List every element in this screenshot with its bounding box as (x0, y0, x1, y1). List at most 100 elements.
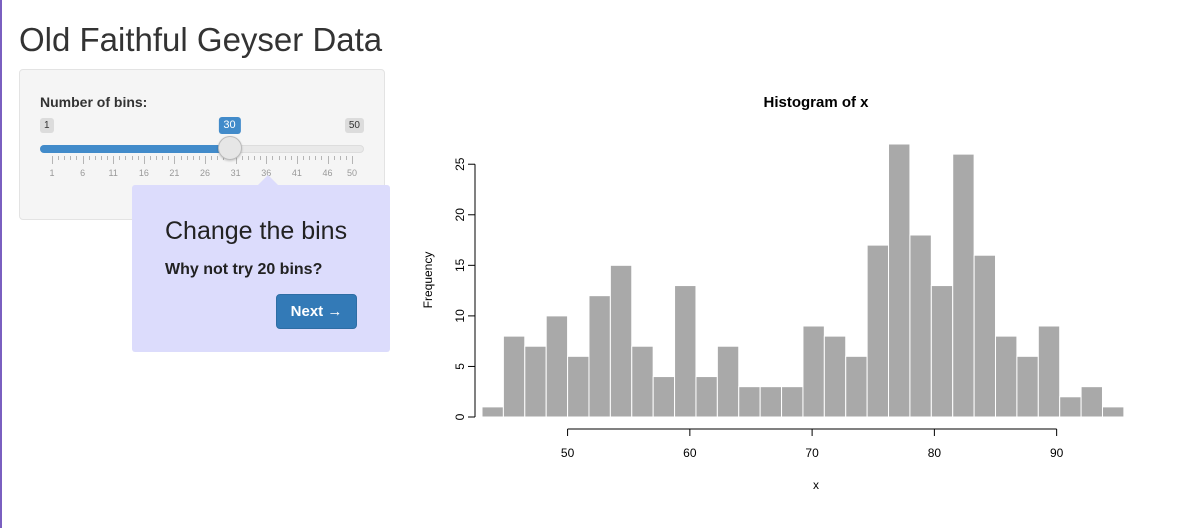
popover-body: Why not try 20 bins? (165, 261, 323, 278)
slider-tick (174, 156, 176, 164)
slider-max-badge: 50 (344, 118, 364, 133)
slider-tick (327, 156, 329, 164)
histogram-bar (952, 153, 975, 418)
slider-tick (113, 156, 115, 164)
slider-tick (266, 156, 268, 164)
slider-tick (272, 156, 274, 160)
slider-tick (254, 156, 256, 160)
slider-tick (52, 156, 53, 164)
histogram-bar (631, 345, 654, 418)
x-tick-label: 90 (1050, 446, 1064, 460)
y-tick-label: 15 (453, 258, 467, 272)
histogram-bar (1059, 396, 1082, 418)
x-tick-label: 80 (928, 446, 942, 460)
slider-tick (76, 156, 78, 160)
histogram-bar (524, 345, 547, 418)
slider-tick (168, 156, 170, 160)
slider-tick (100, 156, 102, 160)
histogram-bar (759, 386, 783, 418)
slider-handle[interactable] (217, 136, 242, 160)
y-tick-label: 5 (453, 363, 467, 370)
histogram-bar (1016, 355, 1039, 418)
x-axis-label: x (813, 478, 819, 492)
popover-title: Change the bins (165, 217, 348, 245)
popover-arrow (258, 175, 278, 185)
histogram-bar (502, 335, 526, 418)
histogram-bar (995, 335, 1018, 418)
histogram-bar (1101, 406, 1125, 418)
bins-slider-label: Number of bins: (40, 94, 148, 110)
slider-tick (333, 156, 335, 160)
histogram-bar (823, 335, 847, 418)
x-tick-label: 70 (805, 446, 819, 460)
slider-tick-label: 46 (322, 168, 333, 178)
slider-tick (162, 156, 164, 160)
slider-value-badge: 30 (218, 117, 241, 134)
histogram-bar (845, 355, 868, 418)
slider-tick (309, 156, 311, 160)
y-tick-label: 0 (453, 413, 467, 420)
histogram-bar (609, 264, 633, 418)
window-left-border (0, 0, 2, 528)
slider-tick (205, 156, 207, 164)
histogram-bar (716, 345, 740, 418)
slider-tick (315, 156, 317, 160)
slider-tick (198, 156, 200, 160)
histogram-bar (909, 234, 932, 418)
slider-tick (260, 156, 262, 160)
slider-tick (247, 156, 249, 160)
page-title: Old Faithful Geyser Data (19, 21, 383, 58)
histogram-bar (588, 295, 611, 418)
slider-tick (125, 156, 127, 160)
slider-tick-label: 36 (261, 168, 272, 178)
slider-tick (339, 156, 341, 160)
histogram-bar (930, 285, 954, 418)
histogram-bar (481, 406, 504, 418)
slider-tick (131, 156, 133, 160)
slider-tick (303, 156, 305, 160)
slider-tick (64, 156, 66, 160)
slider-tick (58, 156, 60, 160)
slider-tick (119, 156, 121, 160)
slider-tick (180, 156, 182, 160)
slider-tick-label: 1 (49, 168, 55, 178)
histogram-bar (695, 376, 718, 418)
slider-tick (137, 156, 139, 160)
slider-tick (82, 156, 84, 164)
histogram-bar (545, 315, 569, 418)
slider-tick (352, 156, 353, 164)
slider-tick (156, 156, 158, 160)
slider-tick (296, 156, 298, 164)
slider-tick (88, 156, 90, 160)
histogram-bar (781, 386, 804, 418)
x-tick-label: 50 (561, 446, 575, 460)
histogram-plot: Histogram of x 50 60 70 80 90 x 0 5 10 15 20 25 Frequ… (421, 94, 1125, 492)
slider-tick (345, 156, 347, 160)
slider-tick-label: 41 (291, 168, 302, 178)
histogram-bar (567, 355, 590, 418)
slider-tick-label: 6 (80, 168, 86, 178)
histogram-bar (652, 376, 676, 418)
y-tick-label: 10 (453, 309, 467, 323)
slider-tick-label: 21 (169, 168, 180, 178)
next-button[interactable]: Next → (276, 294, 357, 329)
slider-tick (107, 156, 109, 160)
y-tick-label: 25 (453, 157, 467, 171)
slider-tick-label: 11 (108, 168, 118, 178)
slider-tick (70, 156, 72, 160)
histogram-bar (1037, 325, 1061, 418)
histogram-bar (973, 254, 997, 418)
histogram-bar (888, 143, 911, 418)
bins-slider[interactable]: 1 50 30 1 6 11 16 21 26 31 36 41 46 50 (40, 117, 364, 188)
slider-tick (186, 156, 188, 160)
slider-tick-label: 26 (200, 168, 211, 178)
slider-tick (94, 156, 96, 160)
slider-tick (192, 156, 194, 160)
histogram-bar (1080, 386, 1103, 418)
y-axis-label: Frequency (421, 252, 435, 309)
slider-tick (241, 156, 243, 160)
slider-tick-label: 31 (230, 168, 241, 178)
slider-tick (235, 156, 237, 164)
slider-tick (143, 156, 145, 164)
slider-fill (40, 145, 230, 153)
